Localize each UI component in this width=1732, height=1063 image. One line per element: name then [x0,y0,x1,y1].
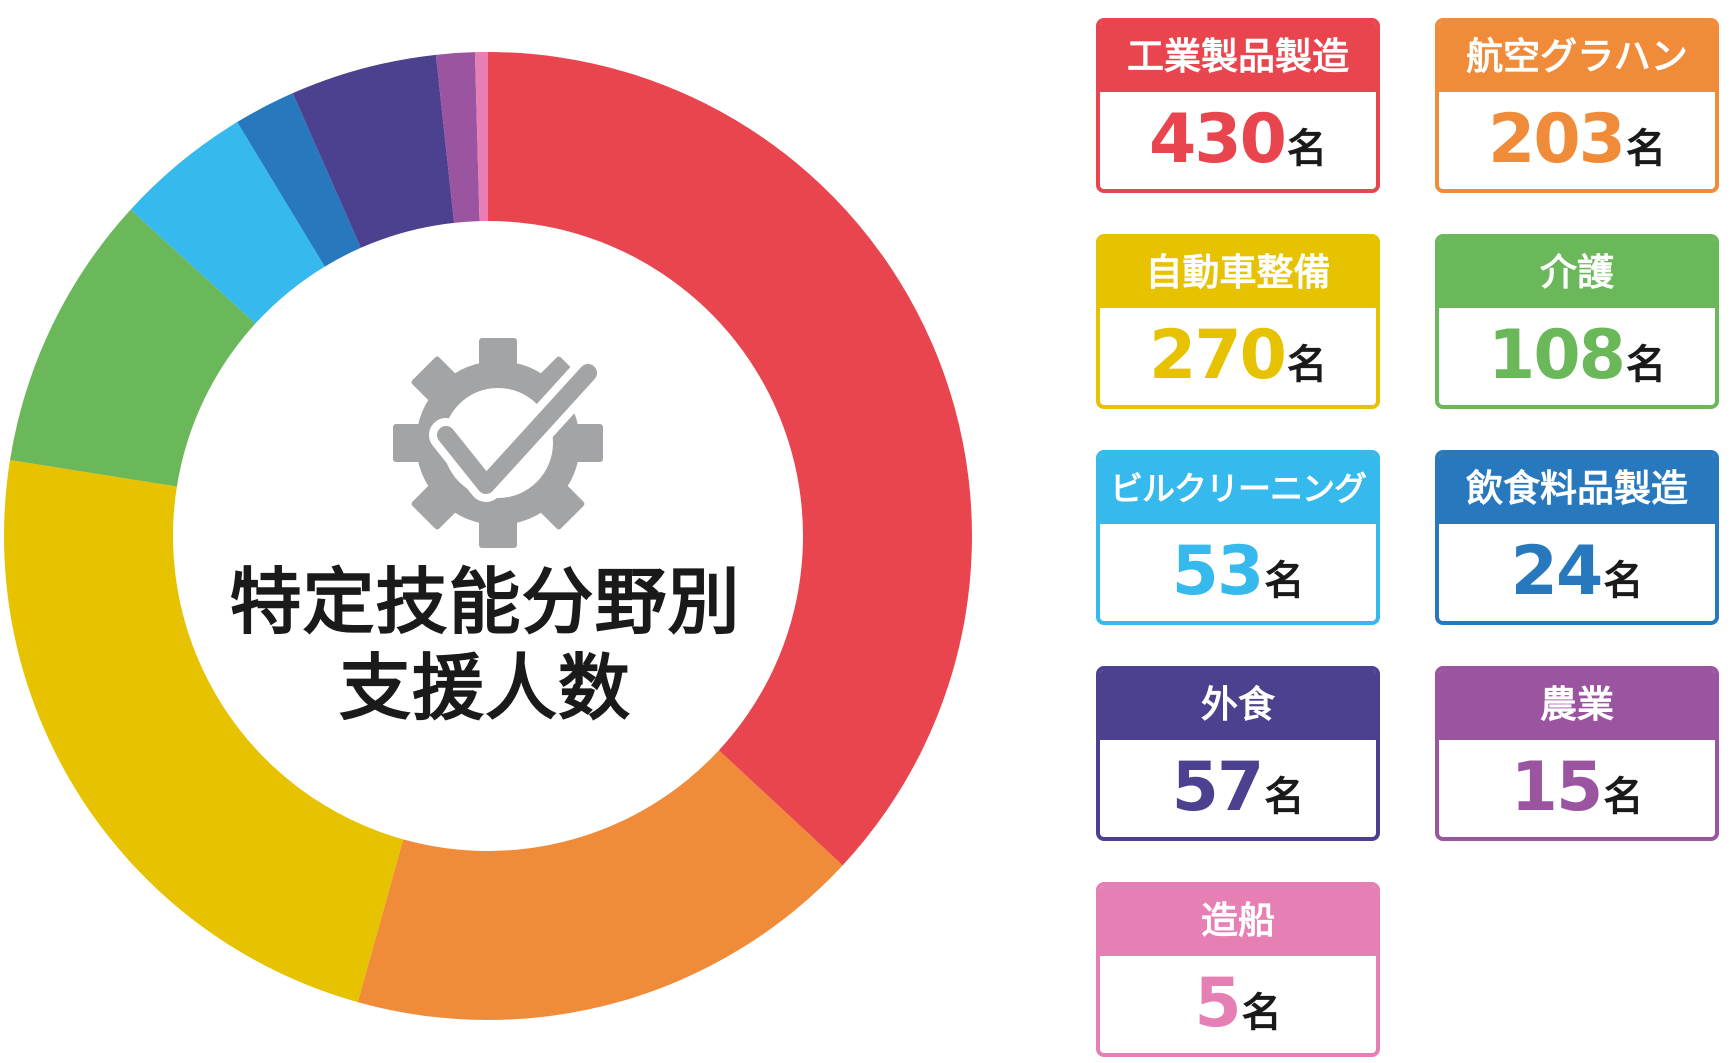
legend-card-label: 飲食料品製造 [1439,454,1715,524]
legend-card-agriculture: 農業 15名 [1435,666,1719,841]
donut-slice-9 [474,52,488,222]
legend-card-unit: 名 [1625,342,1666,388]
donut-slice-5 [130,122,325,324]
legend-card-label: 工業製品製造 [1100,22,1376,92]
legend-card-unit: 名 [1625,126,1666,172]
legend-card-industrial-products: 工業製品製造 430名 [1096,18,1380,193]
legend-card-unit: 名 [1241,990,1282,1036]
legend-card-automobile-maintenance: 自動車整備 270名 [1096,234,1380,409]
legend-card-food-service: 外食 57名 [1096,666,1380,841]
legend-card-label: 介護 [1439,238,1715,308]
legend-card-label: 農業 [1439,670,1715,740]
donut-slice-6 [237,93,361,267]
legend-card-value: 108 [1488,316,1626,395]
gear-check-icon [393,338,605,548]
legend-card-label: 自動車整備 [1100,238,1376,308]
legend-card-unit: 名 [1286,342,1327,388]
legend-card-value: 53 [1171,532,1265,611]
legend-card-unit: 名 [1264,558,1305,604]
donut-chart [4,52,973,1020]
donut-slice-2 [357,750,843,1020]
donut-slice-8 [435,52,480,223]
donut-slice-7 [292,54,455,248]
legend-card-unit: 名 [1286,126,1327,172]
legend-card-unit: 名 [1603,774,1644,820]
legend-card-label: ビルクリーニング [1100,454,1376,524]
donut-slice-4 [10,209,256,487]
legend-card-value: 430 [1149,100,1287,179]
legend-card-label: 外食 [1100,670,1376,740]
legend-card-unit: 名 [1264,774,1305,820]
legend-card-label: 航空グラハン [1439,22,1715,92]
legend-card-building-cleaning: ビルクリーニング 53名 [1096,450,1380,625]
legend-card-unit: 名 [1603,558,1644,604]
legend-card-value: 15 [1510,748,1604,827]
legend-card-nursing-care: 介護 108名 [1435,234,1719,409]
legend-card-value: 5 [1194,964,1241,1043]
legend-card-aviation-ground-handling: 航空グラハン 203名 [1435,18,1719,193]
donut-slices [4,52,973,1020]
legend-card-value: 57 [1171,748,1265,827]
donut-slice-3 [4,459,404,1003]
donut-slice-1 [488,52,973,866]
legend-card-value: 203 [1488,100,1626,179]
legend-card-value: 24 [1510,532,1604,611]
legend-card-shipbuilding: 造船 5名 [1096,882,1380,1057]
legend-card-label: 造船 [1100,886,1376,956]
legend-card-food-manufacturing: 飲食料品製造 24名 [1435,450,1719,625]
chart-title-line-1: 特定技能分野別 [229,560,741,644]
legend-card-value: 270 [1149,316,1287,395]
chart-title-line-2: 支援人数 [338,646,631,730]
